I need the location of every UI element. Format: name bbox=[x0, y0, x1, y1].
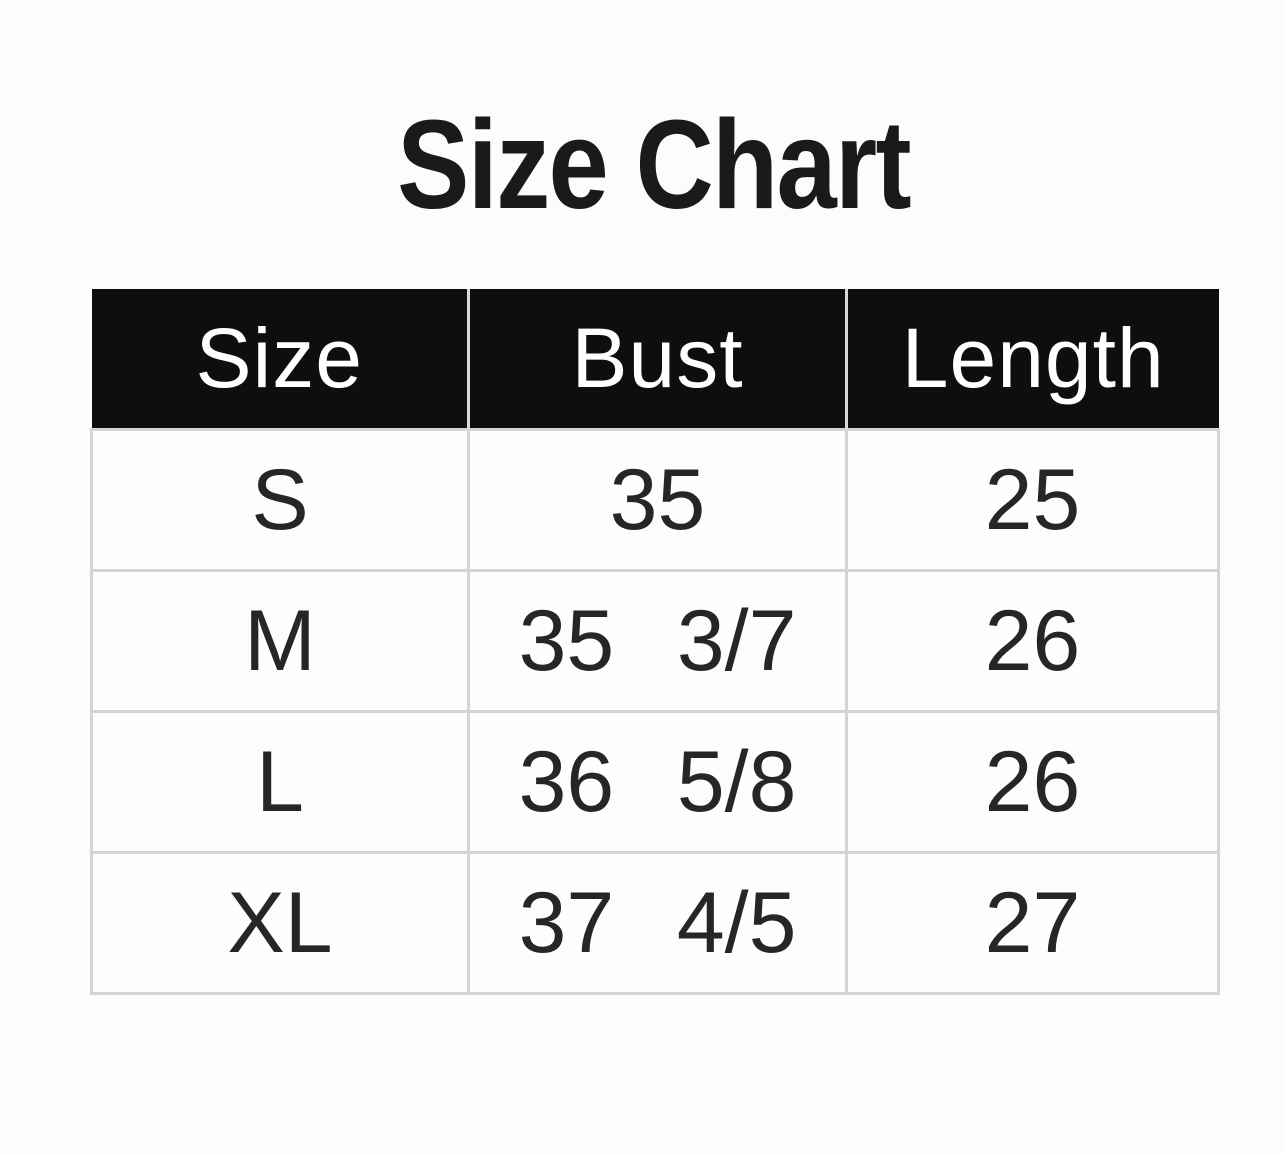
bust-cell: 35 3/7 bbox=[467, 569, 848, 713]
size-cell: XL bbox=[90, 851, 470, 995]
column-header-length: Length bbox=[845, 289, 1219, 430]
size-cell: S bbox=[90, 428, 470, 572]
bust-cell: 35 bbox=[467, 428, 848, 572]
size-cell: M bbox=[90, 569, 470, 713]
size-cell: L bbox=[90, 710, 470, 854]
table-row-l: L 36 5/8 26 bbox=[90, 710, 1220, 854]
column-header-size: Size bbox=[91, 289, 469, 430]
table-row-m: M 35 3/7 26 bbox=[90, 569, 1220, 713]
length-cell: 26 bbox=[845, 569, 1220, 713]
size-chart-table: Size Bust Length S 35 25 M 35 3/7 26 L 3… bbox=[90, 289, 1220, 995]
table-header-row: Size Bust Length bbox=[91, 289, 1219, 430]
length-cell: 25 bbox=[845, 428, 1220, 572]
length-cell: 27 bbox=[845, 851, 1220, 995]
table-row-s: S 35 25 bbox=[90, 428, 1220, 572]
bust-cell: 36 5/8 bbox=[467, 710, 848, 854]
table-row-xl: XL 37 4/5 27 bbox=[90, 851, 1220, 995]
page-title: Size Chart bbox=[397, 94, 911, 235]
bust-cell: 37 4/5 bbox=[467, 851, 848, 995]
length-cell: 26 bbox=[845, 710, 1220, 854]
column-header-bust: Bust bbox=[467, 289, 847, 430]
